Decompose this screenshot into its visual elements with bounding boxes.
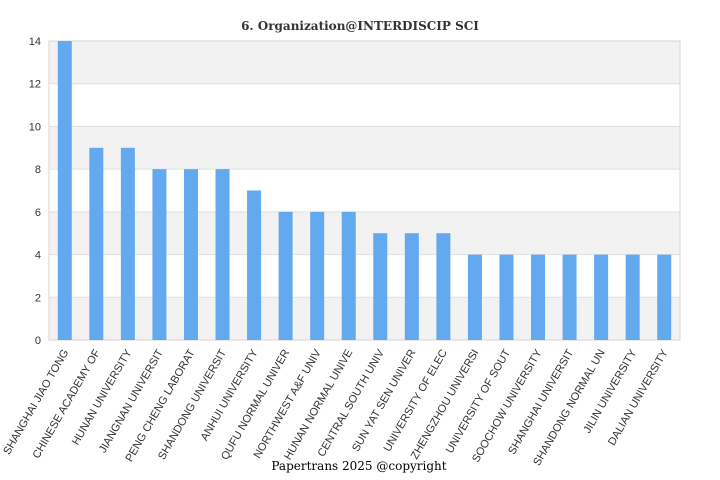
bar: [89, 147, 104, 340]
grid-band: [49, 126, 680, 170]
y-tick-label: 4: [35, 250, 41, 262]
bars: [57, 41, 672, 340]
bar: [404, 233, 419, 340]
y-tick-label: 10: [29, 121, 41, 133]
bar: [499, 254, 514, 340]
grid-band: [49, 297, 680, 340]
bar: [215, 169, 230, 340]
copyright-footer: Papertrans 2025 @copyright: [271, 459, 446, 473]
bar: [436, 233, 451, 340]
bar: [594, 254, 609, 340]
bar: [373, 233, 388, 340]
grid-band: [49, 41, 680, 84]
grid-bands: [49, 41, 680, 340]
bar: [657, 254, 672, 340]
bar: [152, 169, 167, 340]
bar: [625, 254, 640, 340]
bar: [310, 211, 325, 340]
bar: [467, 254, 482, 340]
bar: [57, 41, 72, 340]
bar: [531, 254, 546, 340]
bar: [183, 169, 198, 340]
bar: [562, 254, 577, 340]
grid-band: [49, 211, 680, 255]
x-tick-label: DALIAN UNIVERSITY: [606, 347, 671, 448]
bar: [341, 211, 356, 340]
bar: [278, 211, 293, 340]
y-axis-ticks: 0 2 4 6 8 10 12 14: [29, 36, 41, 347]
y-tick-label: 2: [35, 292, 41, 304]
gridlines: [49, 40, 680, 341]
y-tick-label: 8: [35, 164, 41, 176]
x-tick-label: HUNAN UNIVERSITY: [70, 347, 135, 447]
bar: [120, 147, 135, 340]
y-tick-label: 6: [35, 207, 41, 219]
chart-title: 6. Organization@INTERDISCIP SCI: [241, 19, 479, 33]
y-tick-label: 12: [29, 79, 41, 91]
y-tick-label: 0: [35, 335, 41, 347]
bar: [247, 190, 262, 340]
plot-frame: [48, 40, 681, 341]
x-tick-label: ANHUI UNIVERSITY: [199, 347, 261, 443]
y-tick-label: 14: [29, 36, 41, 48]
